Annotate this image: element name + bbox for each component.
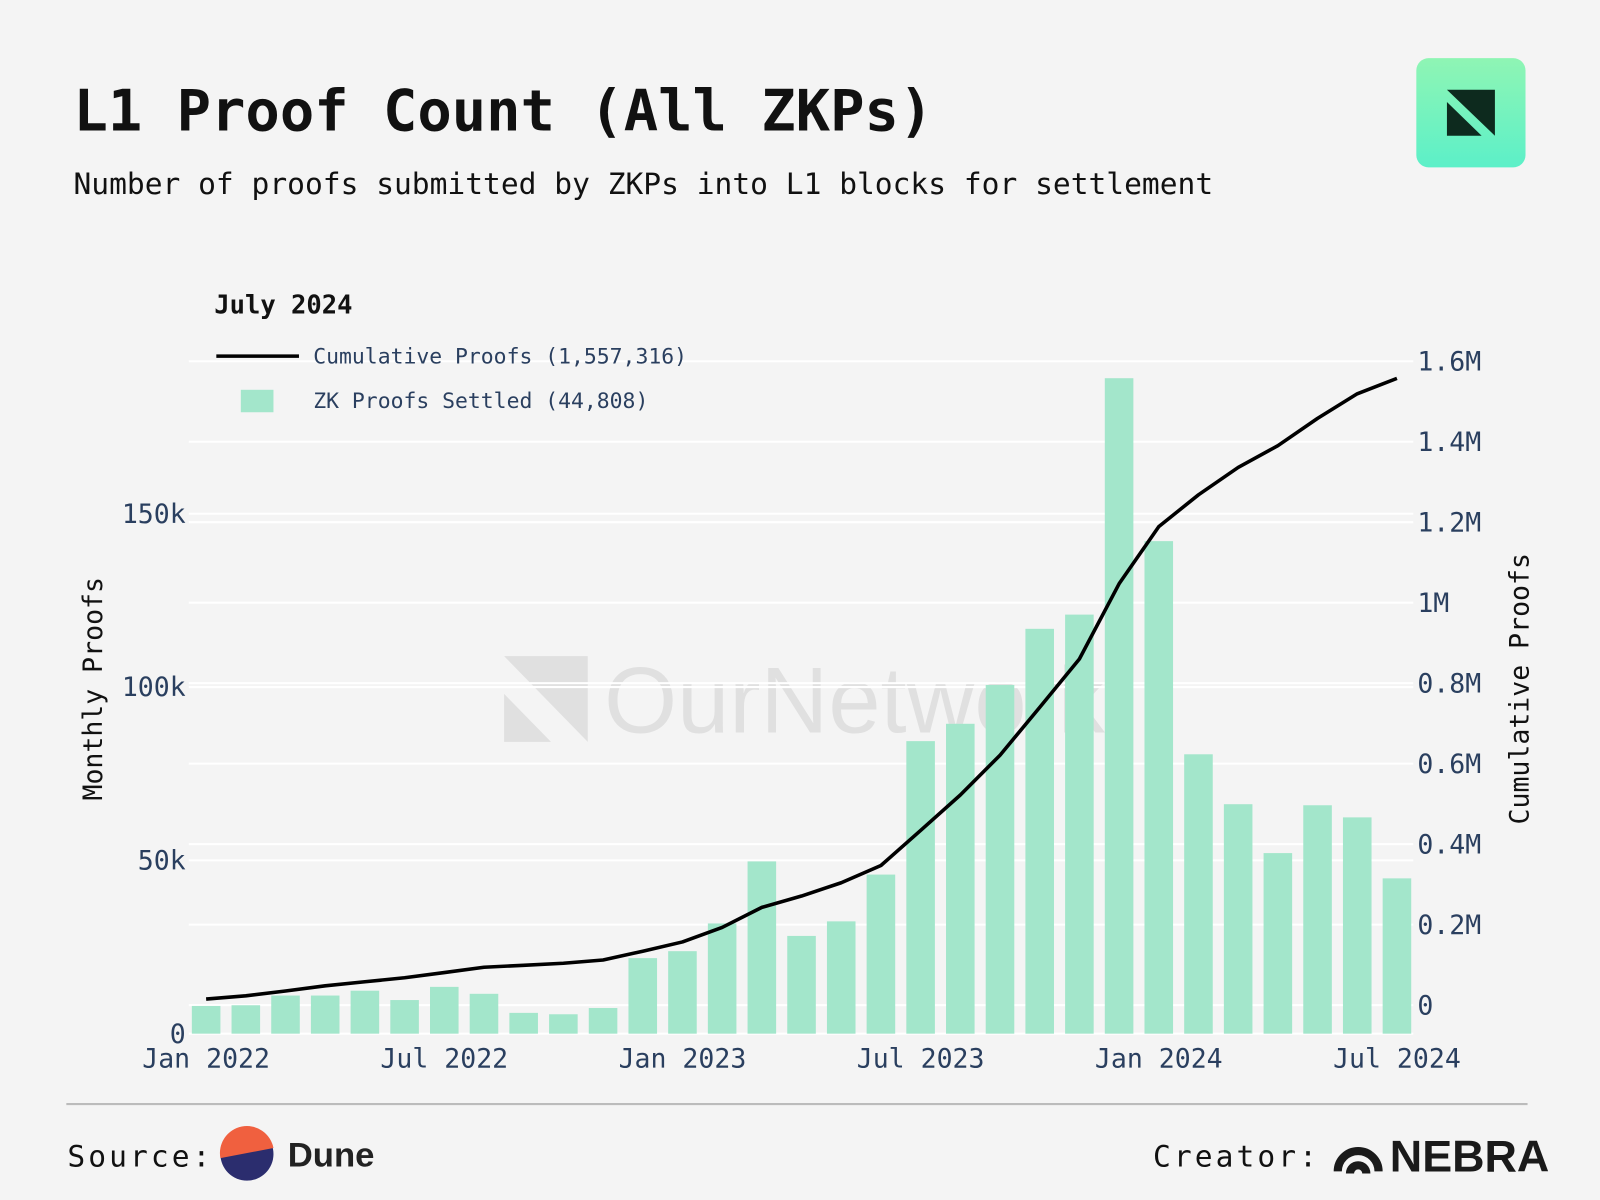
bar	[1184, 754, 1213, 1034]
bar	[985, 684, 1015, 1034]
y2-axis-title: Cumulative Proofs	[1505, 553, 1536, 824]
x-tick-label: Jan 2024	[1095, 1043, 1223, 1074]
bar	[310, 995, 340, 1034]
x-tick-label: Jul 2024	[1333, 1043, 1461, 1074]
y2-tick-label: 0.8M	[1417, 668, 1481, 699]
bar	[628, 958, 658, 1034]
bar	[747, 861, 777, 1034]
bar	[668, 951, 697, 1034]
y-tick-label: 0	[170, 1019, 186, 1050]
y2-tick-label: 1.6M	[1417, 346, 1481, 377]
bar	[350, 990, 380, 1034]
y2-tick-label: 1.2M	[1417, 507, 1481, 538]
bar	[1263, 853, 1293, 1034]
bar	[866, 874, 896, 1034]
bar	[430, 986, 459, 1034]
bar	[271, 995, 300, 1034]
bar	[1223, 804, 1253, 1034]
bar	[1065, 614, 1094, 1034]
watermark: OurNetwork	[504, 648, 1106, 753]
dune-logo	[219, 1126, 274, 1181]
x-tick-label: Jul 2022	[380, 1043, 508, 1074]
x-tick-label: Jul 2023	[857, 1043, 985, 1074]
bar	[191, 1005, 221, 1034]
bar	[906, 741, 935, 1034]
bar	[946, 723, 975, 1034]
x-tick-label: Jan 2023	[619, 1043, 747, 1074]
chart-subtitle: Number of proofs submitted by ZKPs into …	[73, 167, 1213, 201]
chart-title: L1 Proof Count (All ZKPs)	[73, 79, 933, 145]
bar	[787, 935, 816, 1034]
y2-tick-label: 0	[1417, 990, 1433, 1021]
y-tick-label: 100k	[122, 672, 186, 703]
bar	[1303, 805, 1332, 1034]
watermark-text: OurNetwork	[604, 648, 1106, 753]
bar	[469, 993, 499, 1034]
y2-tick-label: 1.4M	[1417, 427, 1481, 458]
y-axis-title: Monthly Proofs	[78, 577, 109, 801]
bar	[1144, 541, 1174, 1034]
nebra-logo	[1333, 1146, 1383, 1175]
legend-label: Cumulative Proofs (1,557,316)	[313, 344, 687, 369]
legend-swatch	[240, 389, 274, 413]
bar	[707, 923, 737, 1034]
x-tick-label: Jan 2022	[142, 1043, 270, 1074]
bar	[588, 1008, 618, 1034]
brand-logo	[1416, 58, 1526, 168]
creator-label: Creator:	[1153, 1139, 1320, 1173]
bar	[509, 1012, 538, 1034]
creator-name: NEBRA	[1390, 1130, 1550, 1181]
source-label: Source:	[67, 1139, 213, 1173]
legend-label: ZK Proofs Settled (44,808)	[313, 389, 648, 414]
y-tick-label: 50k	[138, 846, 186, 877]
y2-tick-label: 0.4M	[1417, 829, 1481, 860]
bar	[231, 1005, 261, 1034]
source-name: Dune	[288, 1136, 375, 1174]
bar	[826, 921, 856, 1034]
bar	[549, 1014, 578, 1034]
bar	[390, 1000, 419, 1034]
y-tick-label: 150k	[122, 499, 186, 530]
bar	[1104, 378, 1134, 1034]
legend-title: July 2024	[214, 290, 352, 320]
y2-tick-label: 0.2M	[1417, 910, 1481, 941]
bar	[1342, 817, 1372, 1034]
y2-tick-label: 1M	[1417, 588, 1449, 619]
bar	[1382, 878, 1412, 1034]
line	[205, 376, 1398, 1001]
y2-tick-label: 0.6M	[1417, 749, 1481, 780]
bar	[1025, 628, 1054, 1034]
